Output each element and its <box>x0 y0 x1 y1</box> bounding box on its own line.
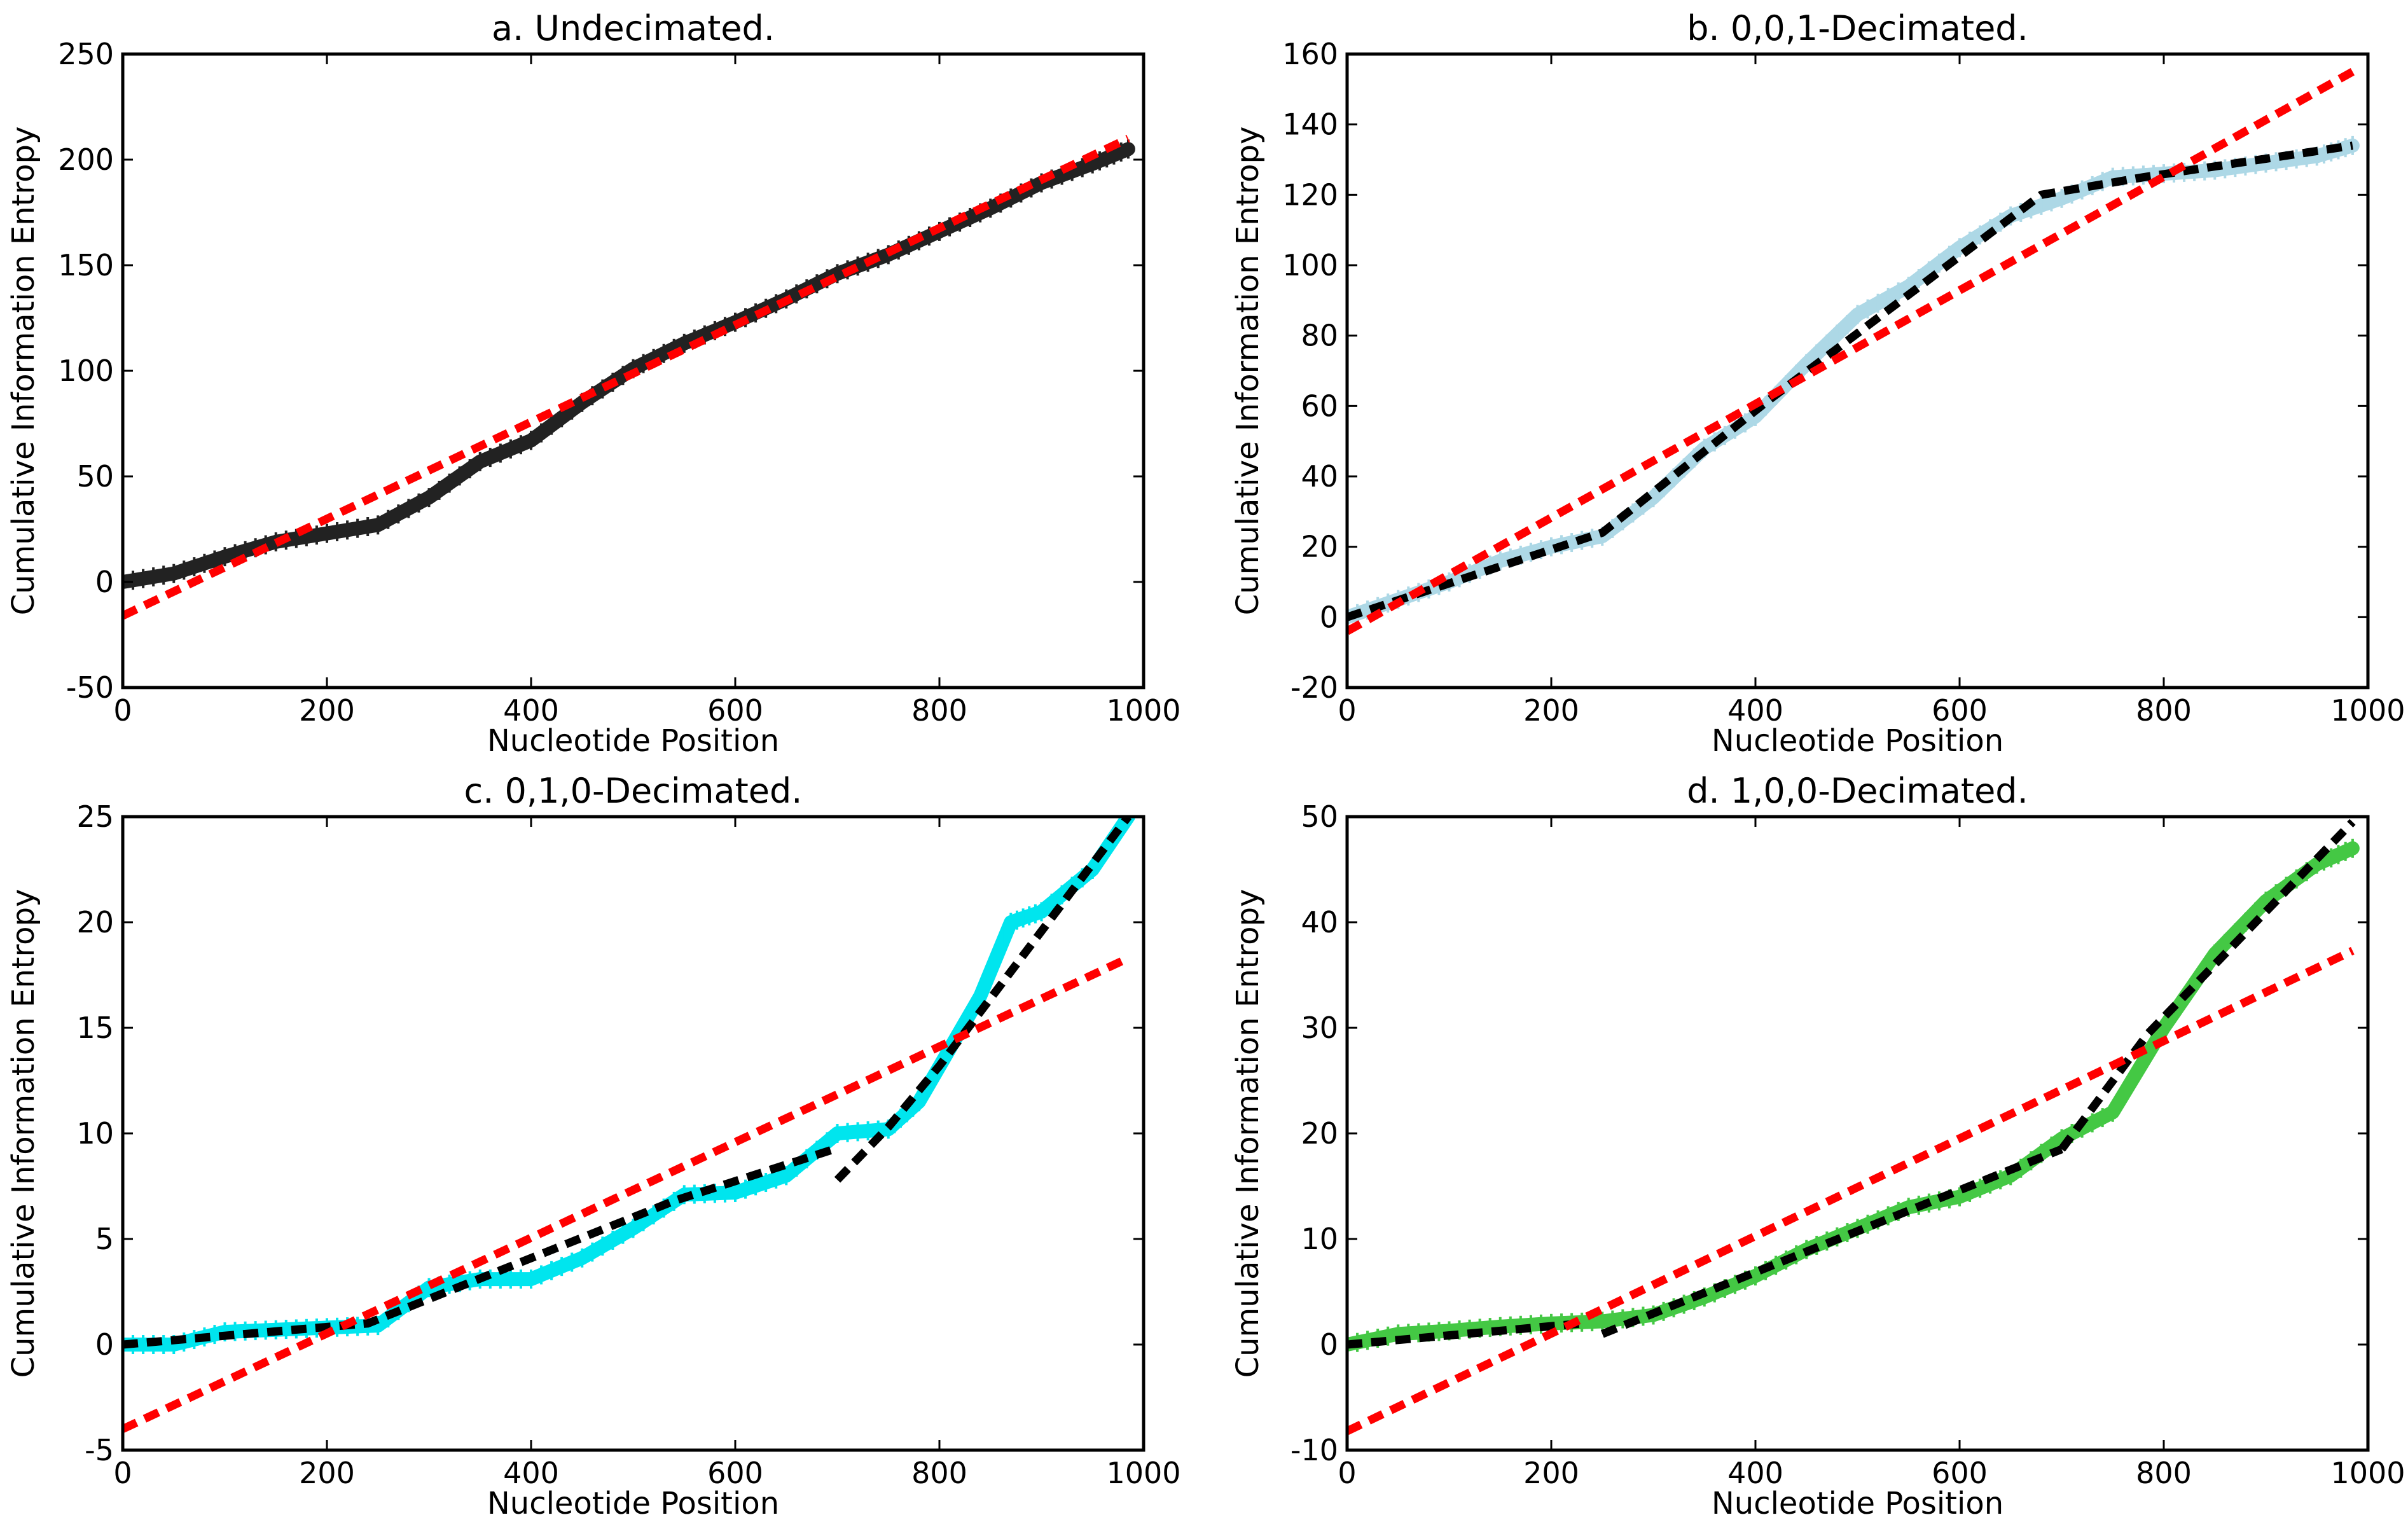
y-tick-label-c: 5 <box>95 1222 114 1256</box>
linear-fit-line-c-3 <box>123 954 1130 1433</box>
segmented-fit-line-d-2 <box>1600 1145 2063 1338</box>
y-tick-label-d: 20 <box>1301 1116 1338 1151</box>
x-tick-label-b: 400 <box>1727 693 1783 728</box>
y-tick-label-b: 60 <box>1301 389 1338 423</box>
y-tick-label-b: 140 <box>1282 107 1338 142</box>
y-tick-label-b: 160 <box>1282 37 1338 71</box>
y-tick-label-c: 15 <box>76 1011 114 1045</box>
y-tick-label-b: 100 <box>1282 248 1338 282</box>
x-tick-label-c: 600 <box>707 1456 763 1490</box>
panel-d: d. 1,0,0-Decimated.0 200 400 600 800 1000-100… <box>1230 771 2405 1521</box>
linear-fit-line-d-4 <box>1347 946 2355 1435</box>
x-tick-label-c: 200 <box>299 1456 355 1490</box>
plot-area-b <box>1347 68 2360 635</box>
segmented-fit-line-d-1 <box>1347 1319 1582 1349</box>
y-tick-label-c: 25 <box>76 799 114 834</box>
panel-a: a. Undecimated.0 200 400 600 800 1000-5005010… <box>6 8 1181 759</box>
segmented-fit-line-d-3 <box>2058 819 2356 1152</box>
plot-frame-b <box>1345 52 2370 689</box>
y-tick-label-b: 120 <box>1282 177 1338 212</box>
plot-area-a <box>123 134 1135 619</box>
plot-area-c <box>123 817 1135 1433</box>
y-tick-label-d: 10 <box>1301 1222 1338 1256</box>
x-tick-label-a: 0 <box>113 693 132 728</box>
panel-b: b. 0,0,1-Decimated.0 200 400 600 800 1000-200… <box>1230 8 2405 759</box>
x-tick-label-d: 800 <box>2136 1456 2192 1490</box>
x-tick-label-c: 800 <box>911 1456 967 1490</box>
plot-area-d <box>1347 819 2360 1435</box>
x-tick-label-d: 600 <box>1932 1456 1988 1490</box>
segmented-fit-line-b-1 <box>1347 141 2353 621</box>
x-tick-label-a: 600 <box>707 693 763 728</box>
x-tick-label-d: 0 <box>1338 1456 1356 1490</box>
y-tick-label-d: -10 <box>1290 1433 1338 1467</box>
y-tick-label-a: 150 <box>58 248 114 282</box>
segmented-fit-line-c-1 <box>123 1144 839 1349</box>
x-axis-label-d: Nucleotide Position <box>1712 1486 2003 1521</box>
y-tick-label-b: 80 <box>1301 319 1338 353</box>
y-tick-label-a: 100 <box>58 354 114 388</box>
y-tick-label-c: -5 <box>85 1433 114 1467</box>
y-tick-label-b: 0 <box>1320 600 1338 634</box>
y-tick-label-d: 40 <box>1301 905 1338 939</box>
linear-fit-line-a-1 <box>123 134 1130 619</box>
x-tick-label-b: 200 <box>1523 693 1579 728</box>
y-tick-label-b: 40 <box>1301 459 1338 494</box>
x-axis-label-b: Nucleotide Position <box>1712 723 2003 759</box>
y-tick-label-d: 50 <box>1301 799 1338 834</box>
x-axis-label-a: Nucleotide Position <box>487 723 779 759</box>
x-tick-label-b: 800 <box>2136 693 2192 728</box>
chart-title-c: c. 0,1,0-Decimated. <box>464 771 803 811</box>
y-tick-label-a: 50 <box>76 459 114 494</box>
y-tick-label-c: 0 <box>95 1327 114 1362</box>
y-tick-label-b: -20 <box>1290 670 1338 705</box>
x-tick-label-d: 1000 <box>2330 1456 2405 1490</box>
x-tick-label-b: 1000 <box>2330 693 2405 728</box>
y-tick-label-a: -50 <box>66 670 114 705</box>
x-tick-label-a: 800 <box>911 693 967 728</box>
panels: a. Undecimated.0 200 400 600 800 1000-5005010… <box>6 8 2405 1521</box>
y-axis-label-c: Cumulative Information Entropy <box>6 889 41 1378</box>
y-tick-label-a: 250 <box>58 37 114 71</box>
x-tick-label-a: 400 <box>503 693 559 728</box>
x-tick-label-b: 600 <box>1932 693 1988 728</box>
y-tick-label-d: 0 <box>1320 1327 1338 1362</box>
y-tick-label-a: 200 <box>58 142 114 177</box>
chart-title-d: d. 1,0,0-Decimated. <box>1687 771 2028 811</box>
x-tick-label-a: 1000 <box>1106 693 1180 728</box>
y-tick-label-d: 30 <box>1301 1011 1338 1045</box>
x-tick-label-d: 400 <box>1727 1456 1783 1490</box>
segmented-fit-line-c-2 <box>834 817 1132 1183</box>
x-tick-label-c: 400 <box>503 1456 559 1490</box>
x-tick-label-d: 200 <box>1523 1456 1579 1490</box>
x-axis-label-c: Nucleotide Position <box>487 1486 779 1521</box>
chart-title-b: b. 0,0,1-Decimated. <box>1687 8 2028 48</box>
y-axis-label-a: Cumulative Information Entropy <box>6 127 41 616</box>
x-tick-label-a: 200 <box>299 693 355 728</box>
x-tick-label-b: 0 <box>1338 693 1356 728</box>
y-axis-label-d: Cumulative Information Entropy <box>1230 889 1266 1378</box>
y-tick-label-c: 10 <box>76 1116 114 1151</box>
x-tick-label-c: 1000 <box>1106 1456 1180 1490</box>
x-tick-label-c: 0 <box>113 1456 132 1490</box>
y-tick-label-a: 0 <box>95 565 114 599</box>
y-tick-label-b: 20 <box>1301 530 1338 564</box>
y-tick-label-c: 20 <box>76 905 114 939</box>
chart-title-a: a. Undecimated. <box>492 8 775 48</box>
y-axis-label-b: Cumulative Information Entropy <box>1230 127 1266 616</box>
panel-c: c. 0,1,0-Decimated.0 200 400 600 800 1000-505… <box>6 771 1181 1521</box>
